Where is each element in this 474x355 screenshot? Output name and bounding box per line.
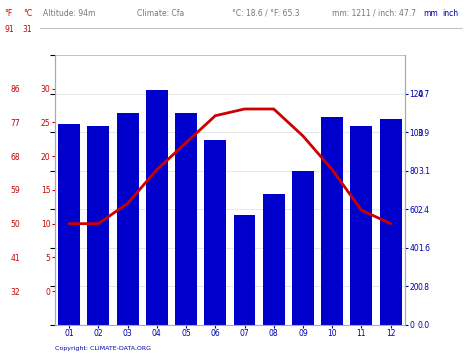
Bar [146,90,168,325]
Text: Altitude: 94m: Altitude: 94m [43,9,95,18]
Text: Copyright: CLIMATE-DATA.ORG: Copyright: CLIMATE-DATA.ORG [55,346,151,351]
Bar [58,124,80,325]
Text: mm: 1211 / inch: 47.7: mm: 1211 / inch: 47.7 [332,9,416,18]
Text: °C: °C [23,9,32,18]
Text: inch: inch [443,9,459,18]
Bar [175,113,197,325]
Bar [292,171,314,325]
Bar [204,140,226,325]
Text: mm: mm [423,9,438,18]
Bar [87,126,109,325]
Bar [234,215,255,325]
Bar [350,126,373,325]
Text: 91: 91 [5,25,14,34]
Bar [117,113,138,325]
Bar [321,117,343,325]
Text: 31: 31 [23,25,32,34]
Bar [263,194,285,325]
Text: °F: °F [5,9,13,18]
Bar [380,119,401,325]
Text: Climate: Cfa: Climate: Cfa [137,9,185,18]
Text: °C: 18.6 / °F: 65.3: °C: 18.6 / °F: 65.3 [232,9,300,18]
